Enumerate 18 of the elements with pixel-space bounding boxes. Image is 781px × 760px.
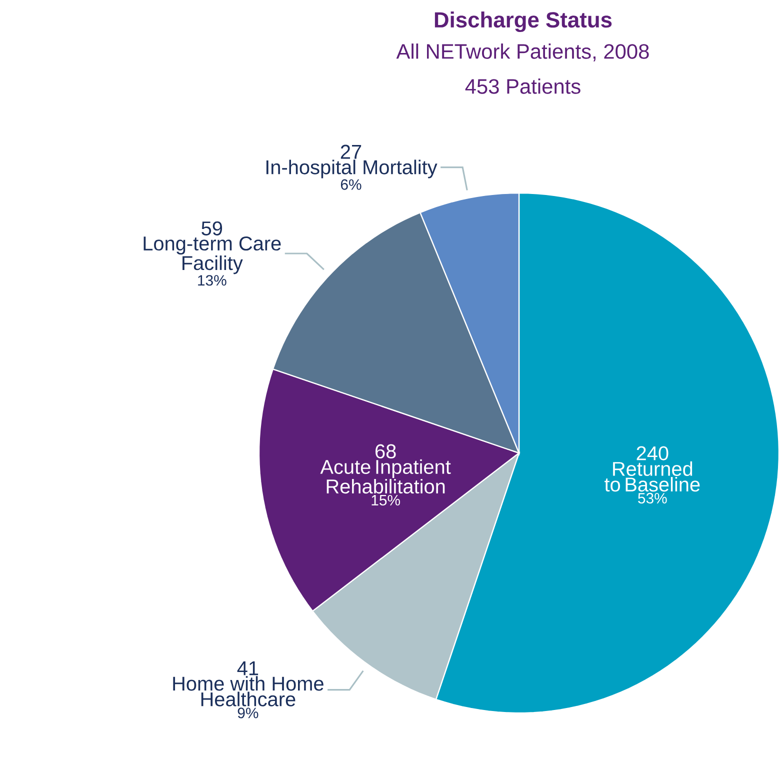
slice-label: Returned to Baseline [604,461,700,492]
data-label: 27 [340,144,362,159]
data-label: 59 [202,221,222,236]
data-label: 41 [237,661,258,676]
chart-title: Discharge Status [434,12,612,32]
text: 6% [340,179,362,190]
chart-subtitle: All NETwork Patients, 2008 [396,44,649,62]
text: 15% [372,494,400,506]
slice-label: Acute Inpatient Rehabilitation [320,459,451,494]
slice-label: Home with Home Healthcare [173,676,324,706]
text: 53% [638,492,667,504]
text: 453 Patients [465,78,580,94]
slice-label: In-hospital Mortality [266,160,438,178]
data-label: 68 [376,444,396,458]
data-label: 240 [636,446,668,460]
text: 9% [238,708,258,718]
slice-label: Long-term Care Facility [144,236,281,274]
text: 13% [198,275,226,286]
